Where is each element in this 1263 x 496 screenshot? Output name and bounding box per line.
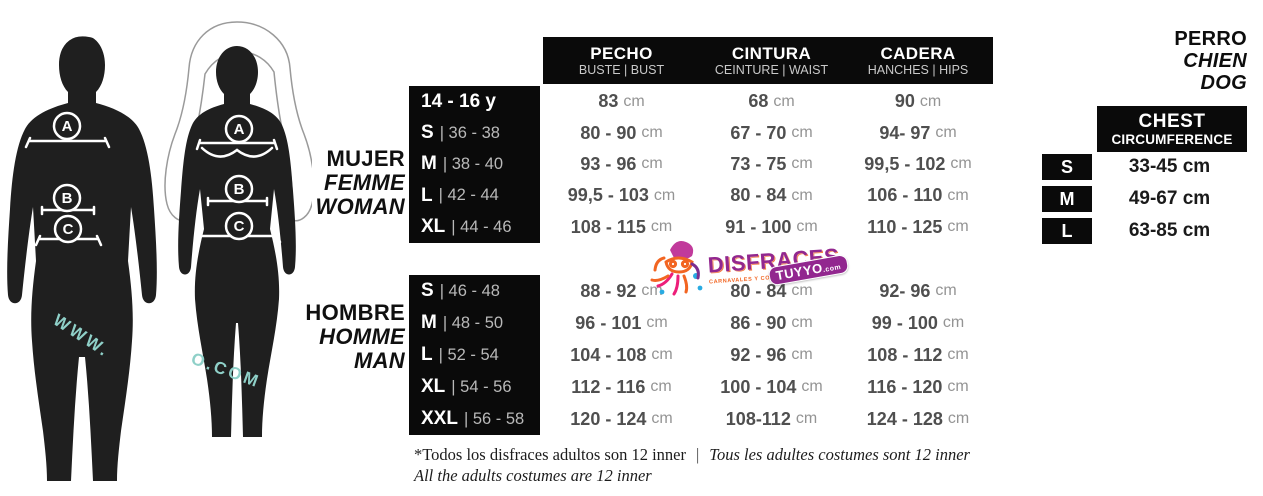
size-label: 14 - 16 y (421, 90, 496, 112)
waist-value: 91 - 100 cm (725, 216, 818, 237)
dog-size-value: 33-45 cm (1128, 156, 1211, 177)
men-measurements: 88 - 92 cm 80 - 84 cm 92- 96 cm 96 - 101 cm … (543, 275, 993, 435)
women-label-fr: FEMME (324, 170, 405, 195)
size-label: XL | 54 - 56 (421, 376, 512, 397)
dog-chest-header: CHEST CIRCUMFERENCE (1097, 106, 1247, 152)
chest-value: 120 - 124 cm (570, 408, 673, 429)
size-label: L | 52 - 54 (421, 344, 499, 365)
waist-value: 67 - 70 cm (730, 122, 813, 143)
size-label: M | 48 - 50 (421, 312, 504, 333)
size-label: XL | 44 - 46 (421, 216, 512, 238)
logo-text: DISFRACES CARNAVALES Y COMPLEMENTOS TUYY… (707, 243, 850, 287)
header-hips: CADERA HANCHES | HIPS (867, 43, 969, 77)
male-markers: A B C (52, 111, 83, 244)
men-size-column: S | 46 - 48 M | 48 - 50 L | 52 - 54 XL | 54 … (409, 275, 540, 435)
waist-value: 108-112 cm (725, 408, 818, 429)
chest-value: 108 - 115 cm (570, 216, 673, 237)
dog-label-fr: CHIEN (1183, 50, 1247, 72)
dog-size-value: 63-85 cm (1128, 220, 1211, 241)
hips-value: 106 - 110 cm (867, 185, 969, 206)
dog-group-label: PERRO CHIEN DOG (1100, 28, 1247, 94)
dog-size-label: L (1042, 218, 1092, 244)
female-bust-outline (200, 146, 274, 158)
female-markers: A B C (224, 114, 254, 241)
dog-label-es: PERRO (1174, 28, 1247, 50)
chest-value: 99,5 - 103 cm (567, 185, 676, 206)
size-label: S | 46 - 48 (421, 280, 500, 301)
hips-value: 99 - 100 cm (871, 312, 965, 333)
hips-value: 124 - 128 cm (866, 408, 970, 429)
women-measurements: 83 cm 68 cm 90 cm 80 - 90 cm 67 - 70 cm 94- 9… (543, 86, 993, 243)
header-chest: PECHO BUSTE | BUST (578, 43, 665, 77)
men-label-en: MAN (353, 348, 405, 373)
hips-value: 116 - 120 cm (867, 376, 969, 397)
size-label: XXL | 56 - 58 (421, 408, 525, 429)
men-label-es: HOMBRE (305, 300, 405, 325)
chest-value: 88 - 92 cm (580, 280, 663, 301)
svg-text:B: B (62, 190, 73, 207)
waist-value: 92 - 96 cm (730, 344, 813, 365)
chest-value: 96 - 101 cm (575, 312, 668, 333)
hips-value: 90 cm (894, 91, 942, 112)
dog-size-row: S 33-45 cm (1042, 154, 1247, 180)
waist-value: 80 - 84 cm (730, 185, 813, 206)
size-label: L | 42 - 44 (421, 184, 499, 206)
dog-size-label: M (1042, 186, 1092, 212)
chest-value: 80 - 90 cm (580, 122, 663, 143)
men-group-label: HOMBRE HOMME MAN (278, 301, 405, 373)
women-size-column: 14 - 16 y S | 36 - 38 M | 38 - 40 L | 42 - … (409, 86, 540, 243)
hips-value: 110 - 125 cm (867, 216, 969, 237)
hips-value: 108 - 112 cm (867, 344, 969, 365)
men-label-fr: HOMME (319, 324, 405, 349)
footnote-separator: | (695, 445, 700, 464)
female-silhouette: A B C O.COM (164, 21, 312, 437)
hips-value: 99,5 - 102 cm (864, 153, 972, 174)
svg-text:B: B (234, 181, 245, 198)
svg-text:C: C (63, 221, 74, 238)
header-waist: CINTURA CEINTURE | WAIST (714, 43, 829, 77)
dog-size-label: S (1042, 154, 1092, 180)
carnival-mask-icon (650, 241, 703, 296)
waist-value: 68 cm (748, 91, 795, 112)
women-label-es: MUJER (326, 146, 405, 171)
dog-size-row: L 63-85 cm (1042, 218, 1247, 244)
women-group-label: MUJER FEMME WOMAN (278, 147, 405, 219)
dog-label-en: DOG (1200, 72, 1247, 94)
measurement-header: PECHO BUSTE | BUST CINTURA CEINTURE | WA… (543, 37, 993, 84)
waist-value: 73 - 75 cm (730, 153, 813, 174)
chest-value: 104 - 108 cm (570, 344, 673, 365)
svg-text:A: A (234, 121, 245, 138)
chest-value: 93 - 96 cm (580, 153, 663, 174)
waist-value: 100 - 104 cm (720, 376, 823, 397)
hips-value: 94- 97 cm (879, 122, 957, 143)
size-label: M | 38 - 40 (421, 153, 504, 175)
svg-text:C: C (234, 218, 245, 235)
waist-value: 80 - 84 cm (730, 280, 813, 301)
male-hair (55, 30, 115, 59)
dog-size-value: 49-67 cm (1128, 188, 1211, 209)
waist-value: 86 - 90 cm (730, 312, 813, 333)
footnote-en: All the adults costumes are 12 inner (414, 466, 652, 485)
chest-value: 112 - 116 cm (571, 376, 672, 397)
brand-logo: DISFRACES CARNAVALES Y COMPLEMENTOS TUYY… (650, 236, 865, 300)
hips-value: 92- 96 cm (879, 280, 957, 301)
footnote: *Todos los disfraces adultos son 12 inne… (414, 444, 1014, 486)
size-label: S | 36 - 38 (421, 122, 500, 144)
dog-size-row: M 49-67 cm (1042, 186, 1247, 212)
footnote-line1: *Todos los disfraces adultos son 12 inne… (414, 444, 1014, 465)
male-silhouette: A B C WWW. (7, 30, 157, 481)
chest-value: 83 cm (598, 91, 645, 112)
svg-text:A: A (62, 118, 73, 135)
footnote-es: *Todos los disfraces adultos son 12 inne… (414, 445, 686, 464)
women-label-en: WOMAN (315, 194, 405, 219)
footnote-fr: Tous les adultes costumes sont 12 inner (709, 445, 970, 464)
